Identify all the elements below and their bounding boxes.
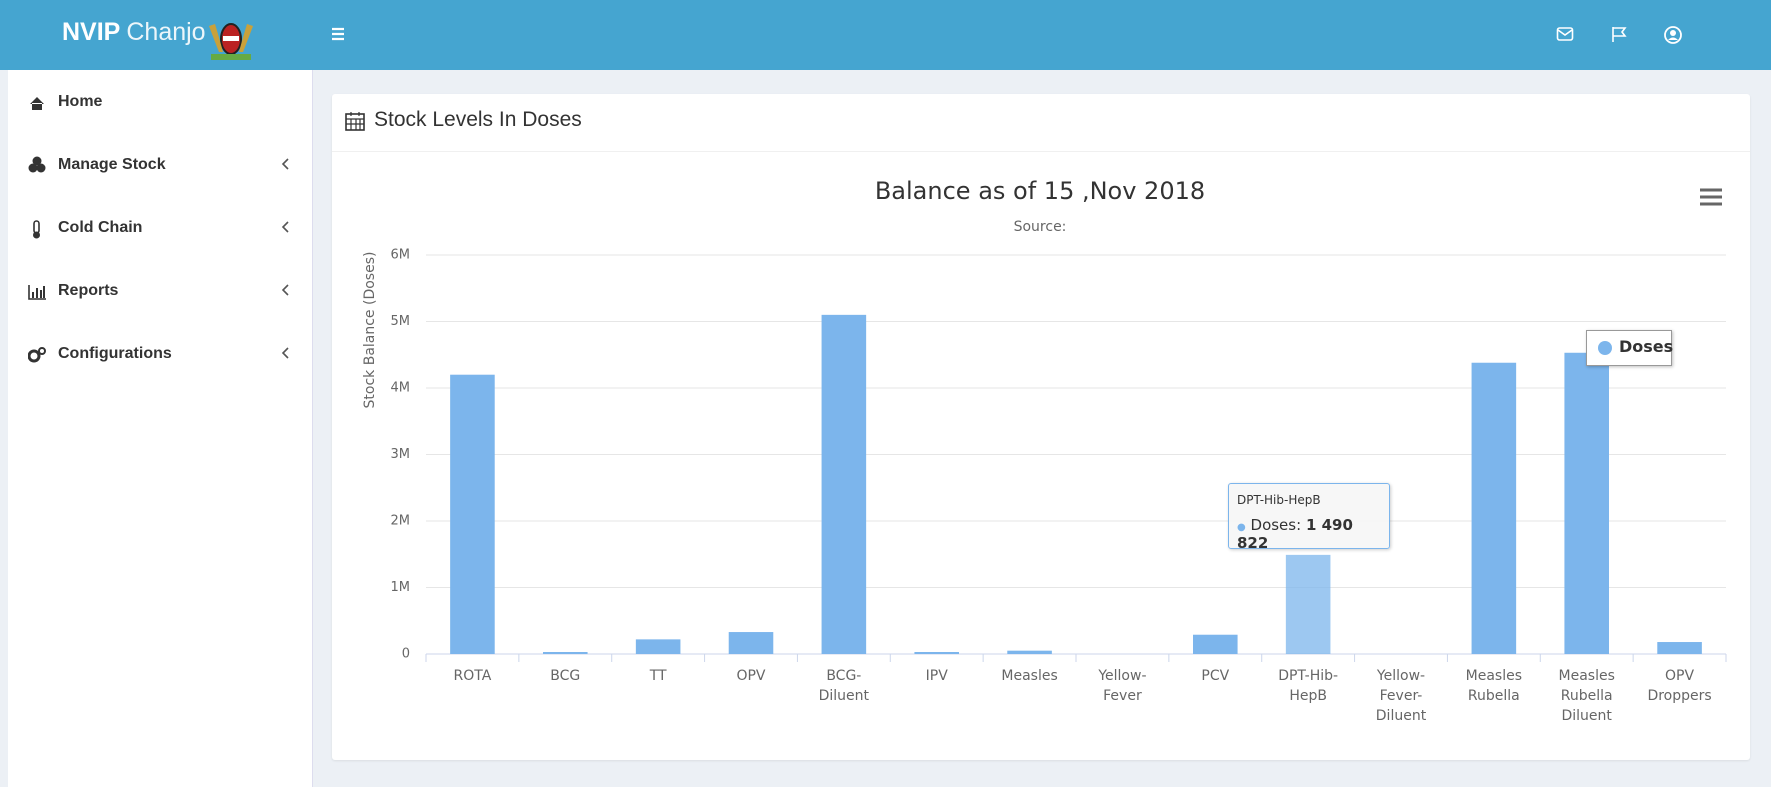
nav-item[interactable]: Manage Stock [58,156,166,173]
bar [450,374,495,654]
bar [1564,352,1609,654]
legend-label: Doses [1619,337,1674,356]
nav-item[interactable]: Cold Chain [58,219,143,236]
bar [914,652,959,654]
y-tick-label: 1M [391,580,411,595]
x-tick-label: Yellow-Fever [1098,668,1147,704]
sidebar: Home Manage Stock Cold Chain Reports Con… [8,70,313,787]
legend[interactable]: Doses [1586,330,1674,366]
tooltip-row: ● Doses: 1 490 822 [1237,516,1353,552]
x-tick-label: Measles Rubella [1465,668,1523,704]
x-tick-label: PCV [1201,668,1230,684]
tooltip-label: Doses: [1250,516,1302,534]
y-tick-label: 6M [391,248,411,263]
bar [1193,634,1238,654]
user-icon[interactable] [1663,25,1683,45]
flag-icon[interactable] [1610,25,1628,43]
x-tick-label: OPV Droppers [1647,668,1712,704]
tooltip-title: DPT-Hib-HepB [1237,493,1321,507]
x-tick-label: ROTA [453,668,492,684]
x-tick-label: Measles Rubella Diluent [1558,668,1615,724]
bar [1285,554,1331,654]
sidebar-icons [28,97,289,363]
panel-title: Stock Levels In Doses [374,108,582,131]
messages-icon[interactable] [1556,26,1574,42]
calendar-icon [345,112,365,131]
bar [635,639,681,654]
separator [332,151,1750,152]
bar [1471,362,1517,654]
nav-item[interactable]: Configurations [58,345,172,362]
tooltip: DPT-Hib-HepB ● Doses: 1 490 822 [1228,483,1390,552]
bar [728,632,774,654]
y-tick-label: 3M [391,447,411,462]
legend-symbol [1598,341,1612,355]
bar [821,314,867,654]
x-tick-label: OPV [736,668,766,684]
nav-item[interactable]: Home [58,93,103,110]
chart-title: Balance as of 15 ,Nov 2018 [875,177,1205,205]
x-tick-label: Measles [1001,668,1058,684]
top-bar: NVIP Chanjo [0,0,1771,70]
y-tick-label: 0 [402,647,410,662]
coat-of-arms [209,23,253,60]
nav-item[interactable]: Reports [58,282,119,299]
x-tick-label: DPT-Hib-HepB [1278,668,1339,704]
y-tick-label: 4M [391,381,411,396]
y-axis-label: Stock Balance (Doses) [362,252,378,409]
y-tick-label: 5M [391,314,411,329]
brand[interactable]: NVIP Chanjo [62,18,206,47]
export-menu[interactable] [1700,188,1722,206]
x-tick-label: TT [649,668,667,684]
x-tick-label: IPV [925,668,948,684]
brand-name: NVIP [62,18,121,46]
bar [1657,642,1702,654]
bar [1007,650,1052,654]
bar [543,652,588,654]
menu-toggle[interactable] [330,26,346,42]
tooltip-value: 1 490 822 [1237,516,1353,552]
brand-sub: Chanjo [126,18,206,46]
x-tick-label: BCG-Diluent [818,668,870,704]
y-tick-label: 2M [391,514,411,529]
x-tick-label: Yellow-Fever-Diluent [1375,668,1427,724]
chart-subtitle: Source: [1014,219,1067,235]
x-tick-label: BCG [550,668,581,684]
